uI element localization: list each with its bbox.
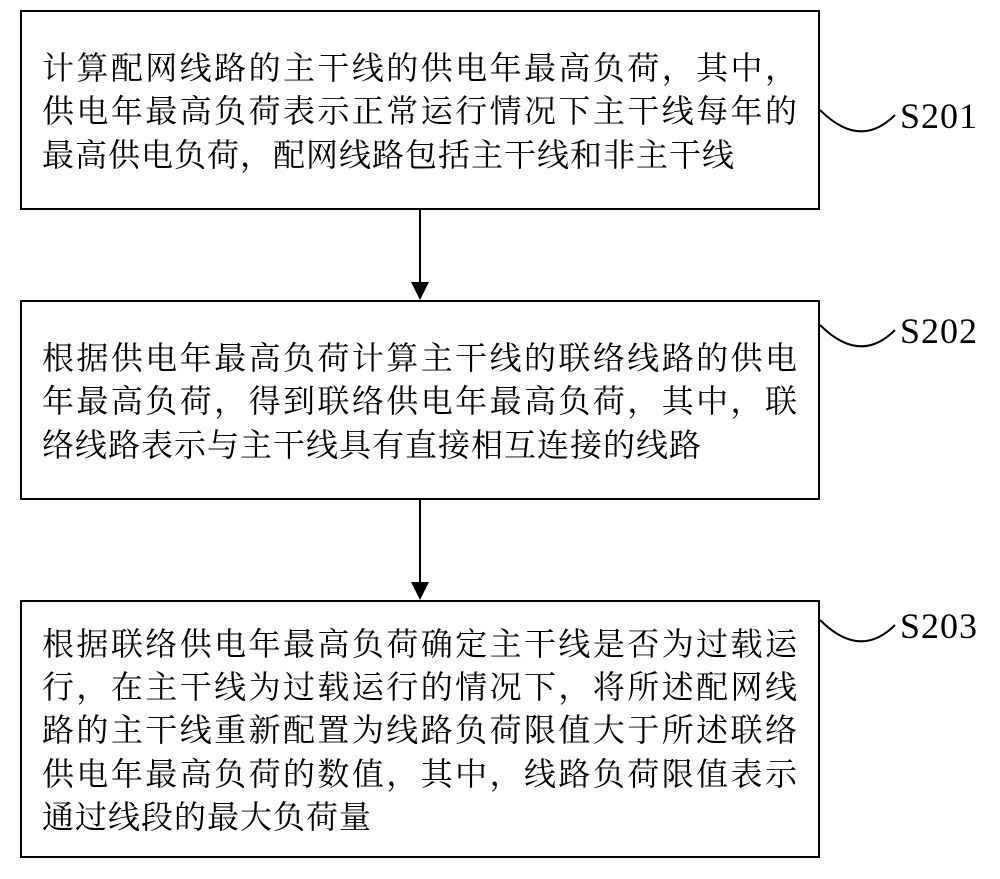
arrow-1-head <box>411 282 429 300</box>
arrow-2-head <box>411 582 429 600</box>
label-connector-1 <box>820 95 900 155</box>
flow-step-2-text: 根据供电年最高负荷计算主干线的联络线路的供电年最高负荷，得到联络供电年最高负荷，… <box>42 335 798 465</box>
flowchart-canvas: 计算配网线路的主干线的供电年最高负荷，其中，供电年最高负荷表示正常运行情况下主干… <box>0 0 1000 879</box>
flow-step-1-label: S201 <box>900 95 978 137</box>
arrow-2-line <box>419 500 421 582</box>
arrow-1-line <box>419 210 421 282</box>
label-connector-2 <box>820 310 900 370</box>
flow-step-1: 计算配网线路的主干线的供电年最高负荷，其中，供电年最高负荷表示正常运行情况下主干… <box>20 10 820 210</box>
flow-step-3: 根据联络供电年最高负荷确定主干线是否为过载运行，在主干线为过载运行的情况下，将所… <box>20 600 820 858</box>
flow-step-3-text: 根据联络供电年最高负荷确定主干线是否为过载运行，在主干线为过载运行的情况下，将所… <box>42 621 798 837</box>
flow-step-3-label: S203 <box>900 605 978 647</box>
flow-step-1-text: 计算配网线路的主干线的供电年最高负荷，其中，供电年最高负荷表示正常运行情况下主干… <box>42 45 798 175</box>
flow-step-2: 根据供电年最高负荷计算主干线的联络线路的供电年最高负荷，得到联络供电年最高负荷，… <box>20 300 820 500</box>
label-connector-3 <box>820 605 900 665</box>
flow-step-2-label: S202 <box>900 310 978 352</box>
